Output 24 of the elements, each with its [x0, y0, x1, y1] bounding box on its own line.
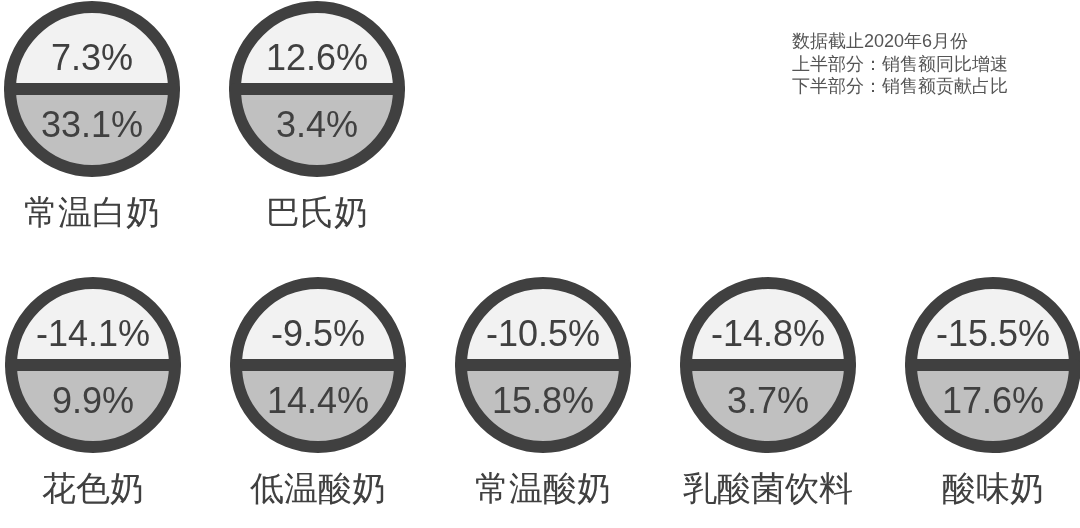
category-label: 酸味奶: [942, 469, 1044, 507]
data-label: 17.6%: [941, 380, 1045, 421]
text: 下半部分：销售额贡献占比: [792, 76, 1008, 96]
data-label: -10.5%: [485, 313, 601, 354]
data-label: -14.1%: [35, 313, 151, 354]
category-label: 乳酸菌饮料: [683, 469, 853, 507]
text: 数据截止2020年6月份: [792, 31, 969, 51]
category-label: 花色奶: [42, 469, 144, 507]
data-label: 3.7%: [726, 380, 810, 421]
data-label: 3.4%: [275, 104, 359, 145]
data-label: -15.5%: [935, 313, 1051, 354]
category-label: 常温酸奶: [475, 469, 611, 507]
data-label: 15.8%: [491, 380, 595, 421]
data-label: 7.3%: [50, 37, 134, 78]
category-label: 低温酸奶: [250, 469, 386, 507]
data-label: 9.9%: [51, 380, 135, 421]
text: 上半部分：销售额同比增速: [792, 53, 1008, 74]
category-label: 巴氏奶: [266, 193, 368, 231]
category-label: 常温白奶: [24, 193, 160, 231]
data-label: 12.6%: [265, 37, 369, 78]
data-label: 14.4%: [266, 380, 370, 421]
data-label: 33.1%: [40, 104, 144, 145]
data-label: -14.8%: [710, 313, 826, 354]
data-label: -9.5%: [270, 313, 366, 354]
